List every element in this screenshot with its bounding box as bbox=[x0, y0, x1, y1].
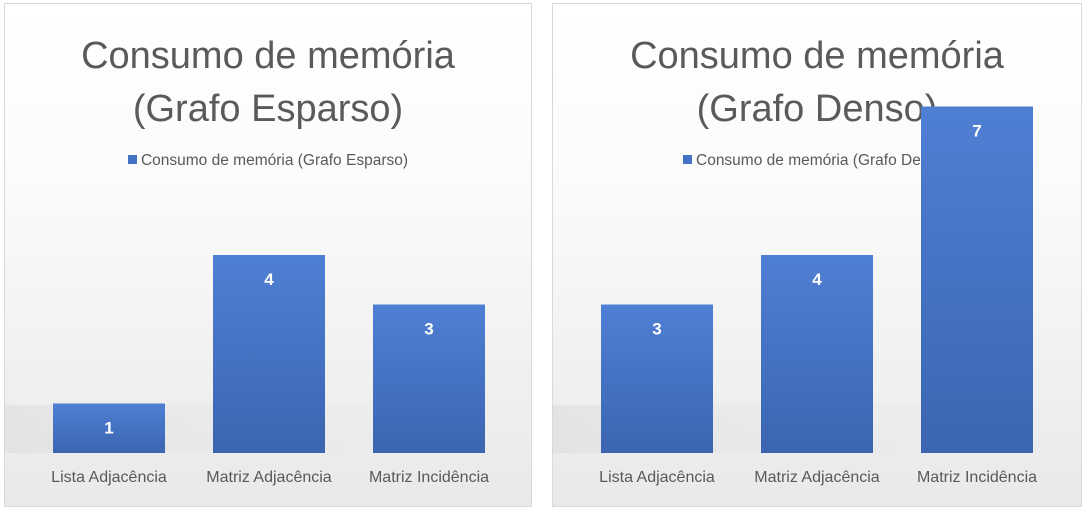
legend-swatch bbox=[127, 155, 137, 164]
chart-title-line-2: (Grafo Esparso) bbox=[132, 88, 404, 130]
bar bbox=[601, 304, 713, 453]
bar bbox=[53, 403, 165, 453]
legend-swatch bbox=[683, 155, 692, 164]
bar bbox=[213, 255, 325, 453]
bar bbox=[761, 255, 873, 453]
bar-plot: 3 Lista Adjacência 4 Matriz Adjacência 7 Matr… bbox=[553, 106, 1081, 486]
chart-title: Consumo de memória (Grafo Esparso) bbox=[5, 30, 531, 136]
bar-plot: 1 Lista Adjacência 4 Matriz Adjacência 3 Matr… bbox=[5, 255, 531, 486]
data-label: 1 bbox=[104, 419, 113, 438]
data-label: 3 bbox=[652, 320, 661, 339]
chart-title-line-1: Consumo de memória bbox=[81, 35, 455, 77]
chart-panel-dense: Consumo de memória (Grafo Denso) Consumo… bbox=[552, 3, 1082, 507]
data-label: 4 bbox=[264, 270, 274, 289]
data-label: 3 bbox=[424, 320, 433, 339]
data-label: 7 bbox=[972, 122, 981, 141]
legend-label: Consumo de memória (Grafo Denso) bbox=[696, 152, 951, 169]
chart-title-line-1: Consumo de memória bbox=[630, 35, 1004, 77]
bar bbox=[373, 304, 485, 453]
category-label: Matriz Adjacência bbox=[206, 469, 331, 486]
category-label: Lista Adjacência bbox=[51, 469, 167, 486]
chart-legend: Consumo de memória (Grafo Denso) bbox=[553, 152, 1081, 170]
chart-panel-sparse: Consumo de memória (Grafo Esparso) Consu… bbox=[4, 3, 532, 507]
chart-title: Consumo de memória (Grafo Denso) bbox=[553, 30, 1081, 136]
bar bbox=[921, 106, 1033, 453]
data-label: 4 bbox=[812, 270, 822, 289]
category-label: Matriz Adjacência bbox=[754, 469, 879, 486]
chart-legend: Consumo de memória (Grafo Esparso) bbox=[5, 152, 531, 170]
category-label: Matriz Incidência bbox=[369, 469, 489, 486]
category-label: Lista Adjacência bbox=[599, 469, 715, 486]
legend-label: Consumo de memória (Grafo Esparso) bbox=[140, 152, 409, 169]
category-label: Matriz Incidência bbox=[917, 469, 1037, 486]
chart-title-line-2: (Grafo Denso) bbox=[696, 88, 938, 130]
